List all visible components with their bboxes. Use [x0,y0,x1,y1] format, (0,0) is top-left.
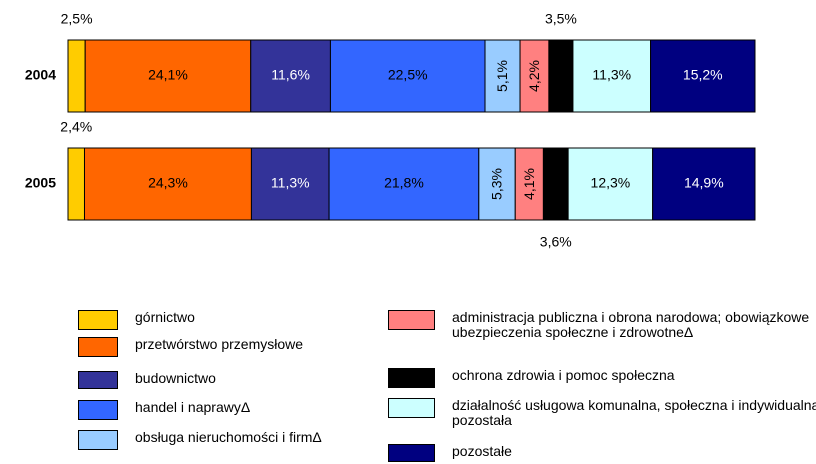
legend-swatch [388,368,435,388]
legend-item: administracja publiczna i obrona narodow… [388,310,816,340]
legend-item: budownictwo [78,371,365,389]
bar-segment [250,147,330,221]
legend-item: ochrona zdrowia i pomoc społeczna [388,368,816,388]
bar-segment [328,147,480,221]
bar-segment [650,39,756,113]
value-label: 15,2% [683,67,723,83]
bar-segment [542,147,569,221]
bar-segment [329,39,486,113]
bar-segment [84,39,252,113]
value-label: 5,1% [494,60,510,92]
value-label: 2,5% [61,11,93,27]
legend-label: budownictwo [135,370,216,386]
value-label: 11,6% [271,67,310,83]
bar-segment [250,39,331,113]
legend-label: przetwórstwo przemysłowe [135,336,304,352]
legend-item: obsługa nieruchomości i firmΔ [78,430,335,450]
legend-item: handel i naprawyΔ [78,400,365,420]
bar-segment [567,147,654,221]
legend-swatch [78,400,118,420]
legend-swatch [78,371,118,389]
legend-label: pozostałe [452,443,512,459]
legend-swatch [78,337,118,357]
bar-segment [572,39,652,113]
y-tick-label: 2005 [25,175,56,191]
value-label: 21,8% [384,175,424,191]
value-label: 5,3% [489,168,505,200]
legend-label: ochrona zdrowia i pomoc społeczna [452,367,675,383]
legend-swatch [388,398,435,418]
value-label: 3,6% [540,234,572,250]
bar-segment [67,39,86,113]
value-label: 24,3% [148,175,188,191]
bar-segment [67,147,85,221]
bar-segment [652,147,756,221]
bar-segment [519,39,550,113]
legend-item: górnictwo [78,310,365,330]
legend-label: działalność usługowa komunalna, społeczn… [452,397,816,428]
legend-swatch [388,444,435,462]
value-label: 22,5% [388,67,428,83]
y-tick-label: 2004 [25,67,56,83]
legend-label: górnictwo [135,309,195,325]
legend-item: pozostałe [388,444,816,462]
value-label: 14,9% [684,175,724,191]
value-label: 11,3% [271,175,310,191]
legend-item: przetwórstwo przemysłowe [78,337,365,357]
value-label: 4,2% [526,60,542,92]
value-label: 4,1% [521,168,537,200]
legend-item: działalność usługowa komunalna, społeczn… [388,398,816,428]
legend-swatch [78,430,118,450]
legend-swatch [78,310,118,330]
value-label: 2,4% [60,119,92,135]
legend-swatch [388,310,435,330]
legend-label: handel i naprawyΔ [135,399,251,415]
bar-segment [548,39,574,113]
legend-label: administracja publiczna i obrona narodow… [452,309,810,340]
value-label: 24,1% [148,67,188,83]
value-label: 3,5% [545,11,577,27]
legend-label: obsługa nieruchomości i firmΔ [135,429,322,445]
value-label: 11,3% [592,67,631,83]
bar-segment [514,147,544,221]
value-label: 12,3% [591,175,631,191]
bar-segment [83,147,252,221]
